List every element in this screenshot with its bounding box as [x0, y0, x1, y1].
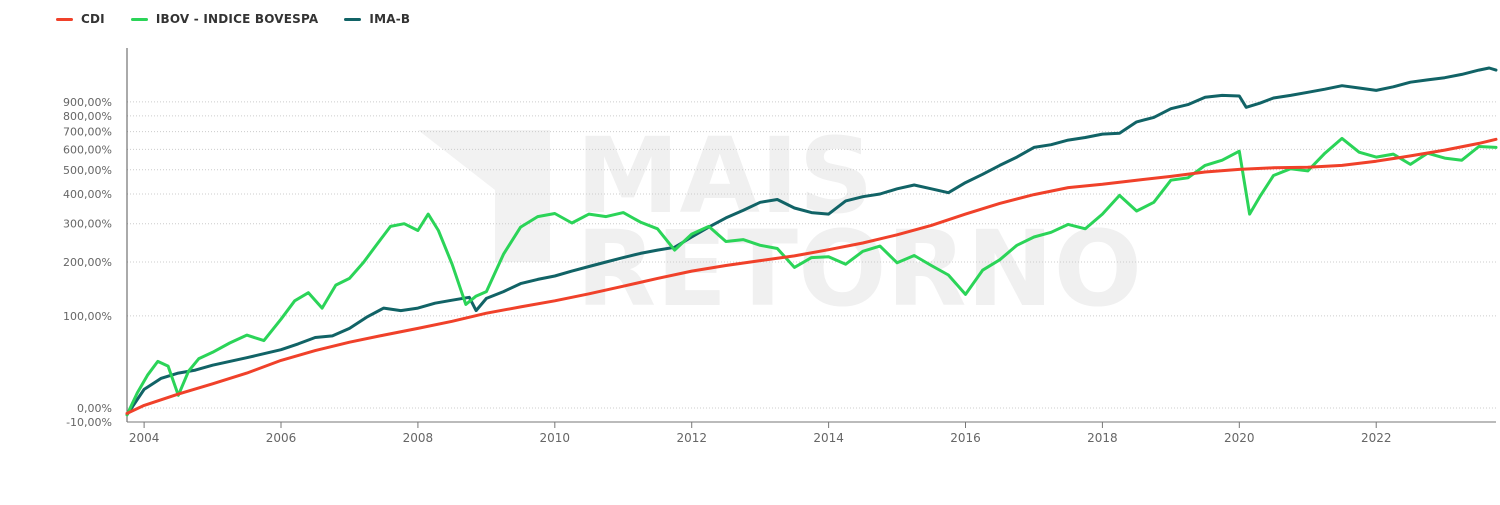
legend-swatch-ibov: [130, 17, 148, 21]
watermark: MAIS RETORNO: [418, 115, 1142, 330]
series-line-imab[interactable]: [125, 66, 1498, 417]
y-tick-label: 600,00%: [63, 143, 112, 156]
x-tick-label: 2018: [1087, 431, 1118, 445]
x-axis: 2004 2006 2008 2010 2012 2014 2016 2018 2020 2022: [127, 421, 1496, 445]
x-tick-label: 2010: [540, 431, 571, 445]
x-tick-label: 2022: [1361, 431, 1392, 445]
x-tick-label: 2012: [676, 431, 707, 445]
y-tick-label: 900,00%: [63, 96, 112, 109]
y-tick-label: 200,00%: [63, 256, 112, 269]
y-tick-label: 400,00%: [63, 188, 112, 201]
x-tick-label: 2008: [403, 431, 434, 445]
y-tick-label: 700,00%: [63, 126, 112, 139]
series-line-cdi[interactable]: [125, 137, 1498, 415]
legend: CDI IBOV - INDICE BOVESPA IMA-B: [56, 12, 410, 26]
y-tick-label: 300,00%: [63, 218, 112, 231]
y-tick-label: 800,00%: [63, 110, 112, 123]
legend-item-cdi[interactable]: CDI: [56, 12, 105, 26]
y-tick-label: -10,00%: [66, 416, 112, 429]
series-line-ibov[interactable]: [125, 136, 1498, 417]
x-tick-label: 2004: [129, 431, 160, 445]
x-tick-label: 2014: [813, 431, 844, 445]
y-tick-label: 100,00%: [63, 310, 112, 323]
watermark-logo-shape: [418, 130, 550, 262]
x-tick-label: 2006: [266, 431, 297, 445]
legend-label-ibov: IBOV - INDICE BOVESPA: [155, 12, 319, 26]
legend-swatch-imab: [344, 17, 362, 21]
watermark-text-line2: RETORNO: [576, 208, 1142, 330]
y-tick-label: 500,00%: [63, 164, 112, 177]
legend-swatch-cdi: [56, 17, 73, 21]
watermark-text-line1: MAIS: [576, 115, 874, 237]
legend-label-cdi: CDI: [81, 12, 105, 26]
legend-item-ibov[interactable]: IBOV - INDICE BOVESPA: [130, 12, 319, 26]
legend-label-imab: IMA-B: [369, 12, 411, 26]
y-tick-label: 0,00%: [77, 402, 112, 415]
y-axis: 900,00%800,00% 700,00% 600,00% 500,00% 400,0…: [63, 48, 128, 429]
x-tick-label: 2016: [950, 431, 981, 445]
legend-item-imab[interactable]: IMA-B: [344, 12, 410, 26]
x-tick-label: 2020: [1224, 431, 1255, 445]
series-group: [125, 66, 1498, 417]
